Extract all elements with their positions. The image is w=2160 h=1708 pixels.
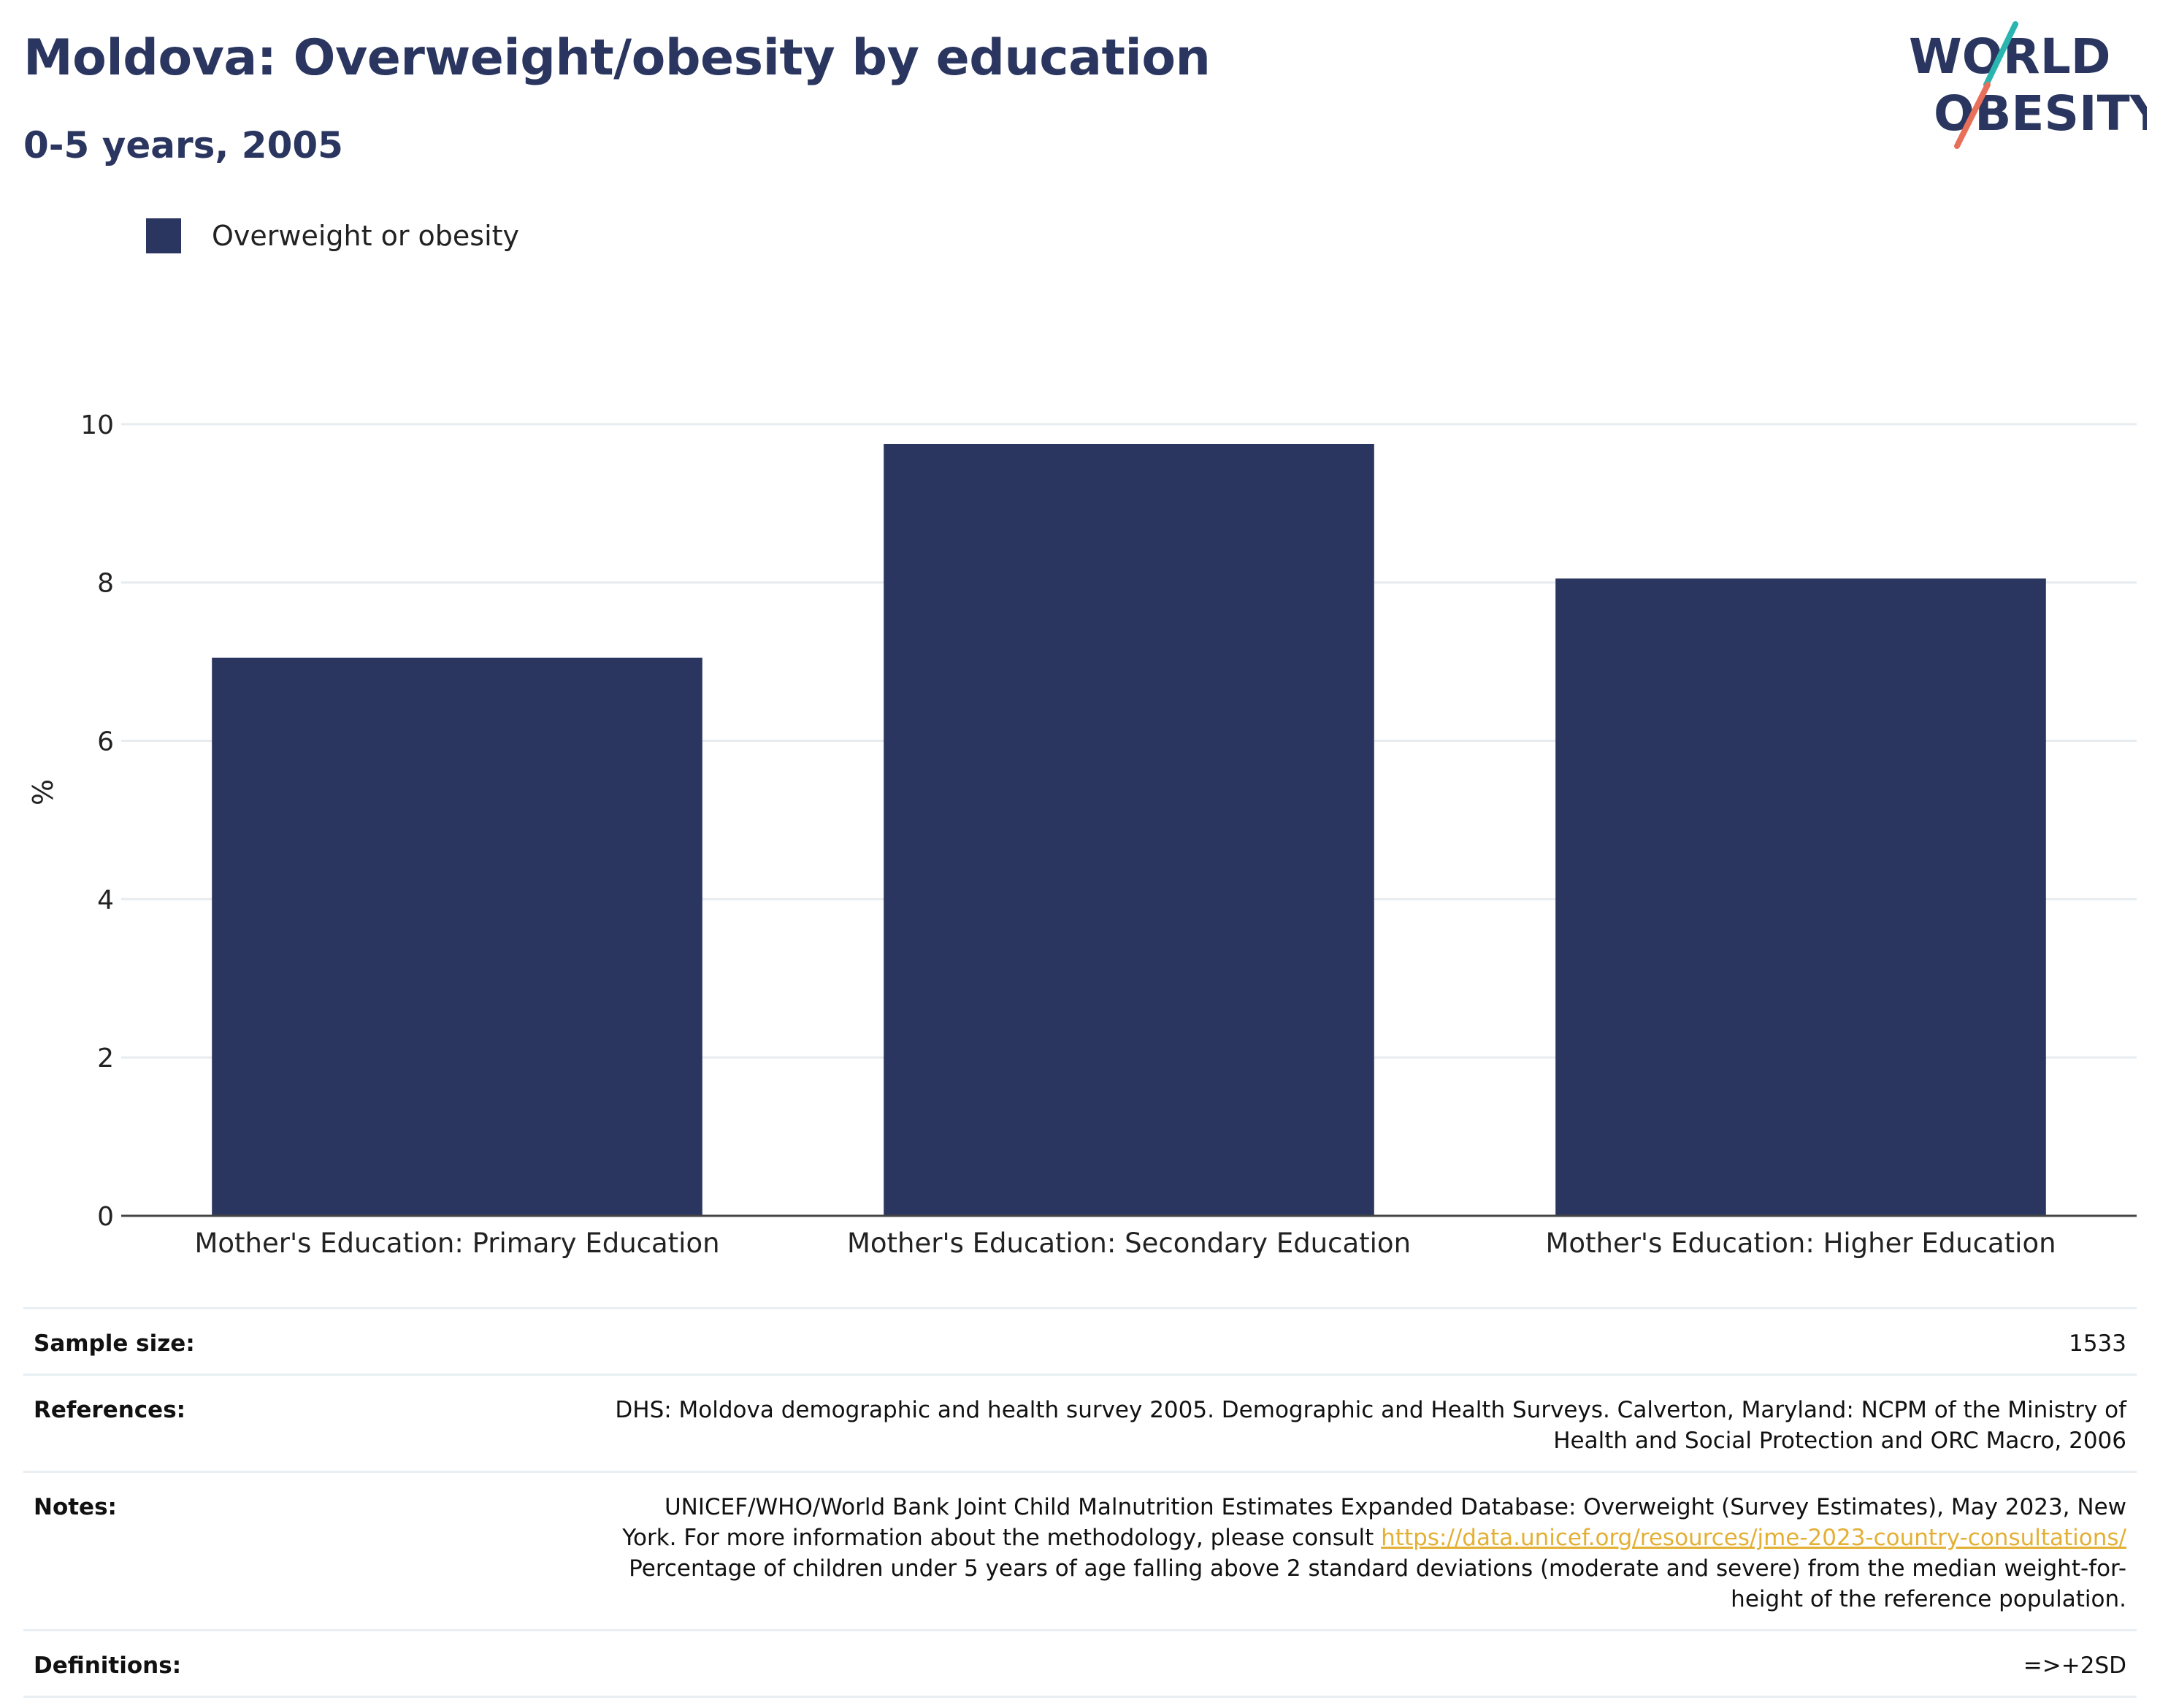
chart-title: Moldova: Overweight/obesity by education (23, 29, 1211, 87)
logo-text-obesity: OBESITY (1934, 85, 2147, 142)
y-tick-label: 10 (80, 410, 114, 440)
y-tick-label: 2 (97, 1043, 114, 1073)
axes: 0 2 4 6 8 10 Mother's Education: Primary Educa… (80, 410, 2137, 1259)
sample-size-row: Sample size: 1533 (23, 1307, 2137, 1374)
methodology-link[interactable]: https://data.unicef.org/resources/jme-20… (1381, 1525, 2126, 1551)
bar-chart: 0 2 4 6 8 10 Mother's Education: Primary Educa… (27, 410, 2137, 1259)
x-tick-label: Mother's Education: Secondary Education (847, 1228, 1411, 1259)
references-row: References: DHS: Moldova demographic and… (23, 1374, 2137, 1471)
notes-value: UNICEF/WHO/World Bank Joint Child Malnut… (608, 1492, 2126, 1615)
world-obesity-logo: WORLD OBESITY (1909, 21, 2147, 149)
y-tick-label: 0 (97, 1202, 114, 1232)
y-tick-label: 8 (97, 569, 114, 599)
notes-row: Notes: UNICEF/WHO/World Bank Joint Child… (23, 1471, 2137, 1629)
legend-label: Overweight or obesity (212, 220, 520, 252)
chart-legend[interactable]: Overweight or obesity (146, 217, 519, 255)
bar[interactable] (1555, 578, 2046, 1216)
definitions-row: Definitions: =>+2SD (23, 1629, 2137, 1698)
chart-subtitle: 0-5 years, 2005 (23, 124, 343, 166)
info-table: Sample size: 1533 References: DHS: Moldo… (23, 1307, 2137, 1698)
notes-label: Notes: (34, 1494, 117, 1520)
y-tick-label: 6 (97, 727, 114, 757)
legend-swatch (146, 218, 181, 253)
x-tick-label: Mother's Education: Higher Education (1545, 1228, 2056, 1259)
notes-text-after: Percentage of children under 5 years of … (629, 1555, 2126, 1612)
x-tick-label: Mother's Education: Primary Education (194, 1228, 719, 1259)
sample-size-value: 1533 (2069, 1330, 2126, 1357)
y-axis-title: % (27, 779, 59, 805)
y-tick-label: 4 (97, 885, 114, 915)
definitions-label: Definitions: (34, 1653, 182, 1679)
notes-text: UNICEF/WHO/World Bank Joint Child Malnut… (622, 1494, 2126, 1551)
bar[interactable] (884, 443, 1374, 1216)
references-label: References: (34, 1397, 186, 1423)
sample-size-label: Sample size: (34, 1330, 195, 1357)
definitions-value: =>+2SD (2023, 1653, 2126, 1679)
bar[interactable] (212, 657, 702, 1216)
bars (212, 443, 2046, 1216)
references-value: DHS: Moldova demographic and health surv… (615, 1397, 2126, 1454)
